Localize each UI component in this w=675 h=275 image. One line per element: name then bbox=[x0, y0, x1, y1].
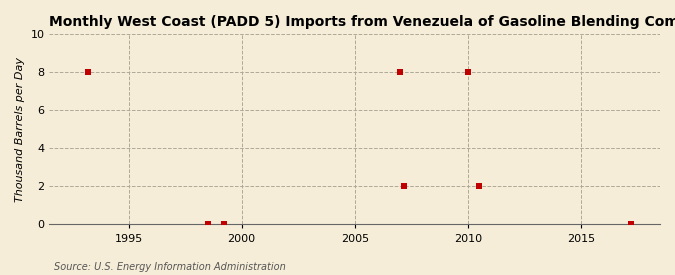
Point bbox=[218, 222, 229, 227]
Point bbox=[82, 70, 93, 75]
Text: Source: U.S. Energy Information Administration: Source: U.S. Energy Information Administ… bbox=[54, 262, 286, 272]
Y-axis label: Thousand Barrels per Day: Thousand Barrels per Day bbox=[15, 57, 25, 202]
Point bbox=[202, 222, 213, 227]
Point bbox=[394, 70, 405, 75]
Point bbox=[625, 222, 636, 227]
Text: Monthly West Coast (PADD 5) Imports from Venezuela of Gasoline Blending Componen: Monthly West Coast (PADD 5) Imports from… bbox=[49, 15, 675, 29]
Point bbox=[474, 184, 485, 189]
Point bbox=[462, 70, 473, 75]
Point bbox=[399, 184, 410, 189]
